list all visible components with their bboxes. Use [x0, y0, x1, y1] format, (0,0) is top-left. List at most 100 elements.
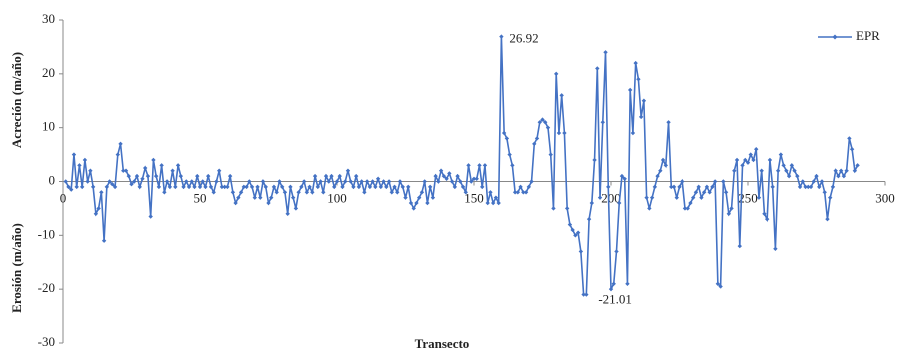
- point: [184, 179, 189, 184]
- point: [74, 184, 79, 190]
- y-tick-label: 0: [49, 172, 56, 187]
- point: [630, 130, 636, 136]
- point: [463, 190, 468, 195]
- point: [216, 168, 222, 173]
- point: [748, 152, 753, 157]
- point: [375, 176, 381, 182]
- point: [564, 206, 570, 211]
- point: [499, 34, 504, 39]
- point: [644, 195, 649, 200]
- point: [852, 168, 858, 173]
- point: [129, 181, 134, 187]
- point: [241, 184, 247, 190]
- point: [710, 184, 715, 190]
- point: [792, 168, 797, 173]
- point: [200, 179, 205, 184]
- point: [597, 195, 603, 200]
- point: [688, 200, 693, 206]
- point: [208, 184, 214, 190]
- point: [701, 190, 707, 195]
- point: [589, 200, 595, 206]
- point: [614, 249, 619, 254]
- point: [575, 230, 581, 235]
- point: [504, 136, 510, 141]
- point: [99, 190, 104, 195]
- point: [290, 195, 296, 200]
- point: [518, 184, 523, 190]
- point: [343, 179, 348, 184]
- point: [219, 184, 225, 190]
- point: [277, 179, 282, 184]
- point: [775, 168, 781, 173]
- point: [356, 184, 362, 190]
- point: [332, 184, 337, 190]
- point: [159, 163, 164, 168]
- point: [422, 179, 427, 184]
- point: [786, 173, 792, 179]
- point: [323, 173, 329, 179]
- point: [151, 157, 156, 163]
- point: [455, 173, 460, 179]
- point: [737, 243, 742, 249]
- point: [88, 168, 93, 173]
- point: [784, 168, 789, 173]
- x-tick-label: 0: [60, 190, 67, 205]
- point: [340, 184, 345, 190]
- point: [252, 195, 257, 200]
- point: [104, 184, 110, 190]
- point: [471, 176, 477, 182]
- point: [617, 200, 622, 206]
- point: [699, 195, 704, 200]
- point: [521, 190, 526, 195]
- point: [140, 176, 145, 182]
- point: [170, 168, 175, 173]
- point: [79, 184, 85, 190]
- point: [608, 286, 614, 292]
- point: [359, 179, 364, 184]
- point: [225, 184, 230, 190]
- point: [195, 173, 200, 179]
- point: [707, 190, 712, 195]
- annotation: 26.92: [509, 31, 538, 46]
- point: [655, 173, 660, 179]
- point: [318, 179, 323, 184]
- point: [452, 184, 458, 190]
- point: [806, 184, 811, 190]
- point: [227, 173, 233, 179]
- point: [795, 173, 800, 179]
- point: [238, 190, 244, 195]
- point: [143, 165, 148, 171]
- point: [512, 190, 518, 195]
- point: [285, 211, 290, 216]
- point: [334, 179, 340, 184]
- point: [830, 184, 836, 190]
- point: [729, 206, 734, 211]
- point: [296, 190, 301, 195]
- point: [326, 179, 331, 184]
- point: [107, 179, 112, 184]
- point: [386, 179, 392, 184]
- annotation: -21.01: [598, 292, 632, 307]
- point: [189, 179, 194, 184]
- point: [847, 136, 852, 141]
- point: [301, 179, 307, 184]
- point: [430, 195, 436, 200]
- point: [603, 50, 608, 55]
- point: [849, 147, 855, 152]
- point: [754, 147, 759, 152]
- point: [551, 206, 556, 211]
- point: [743, 157, 748, 163]
- point: [197, 184, 203, 190]
- point: [397, 179, 403, 184]
- point: [203, 184, 208, 190]
- point: [384, 184, 389, 190]
- point: [554, 71, 559, 77]
- point: [392, 184, 397, 190]
- point: [570, 227, 575, 233]
- point: [230, 190, 236, 195]
- point: [660, 157, 666, 163]
- point: [186, 184, 192, 190]
- point: [282, 190, 288, 195]
- point: [721, 179, 726, 184]
